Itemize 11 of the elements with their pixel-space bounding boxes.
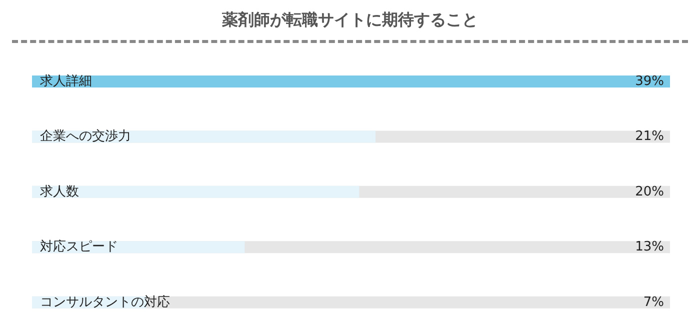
y-tick-label: 求人詳細 xyxy=(40,74,92,90)
data-label: 39% xyxy=(635,74,664,90)
data-label: 13% xyxy=(635,240,664,255)
data-label: 21% xyxy=(635,129,664,144)
data-label: 20% xyxy=(635,184,664,200)
y-tick-label: 求人数 xyxy=(40,184,79,200)
y-tick-label: 対応スピード xyxy=(40,238,118,255)
data-label: 7% xyxy=(643,294,664,310)
chart-title: 薬剤師が転職サイトに期待すること xyxy=(221,9,479,31)
y-tick-label: 企業への交渉力 xyxy=(40,128,131,144)
y-tick-label: コンサルタントの対応 xyxy=(40,294,170,310)
